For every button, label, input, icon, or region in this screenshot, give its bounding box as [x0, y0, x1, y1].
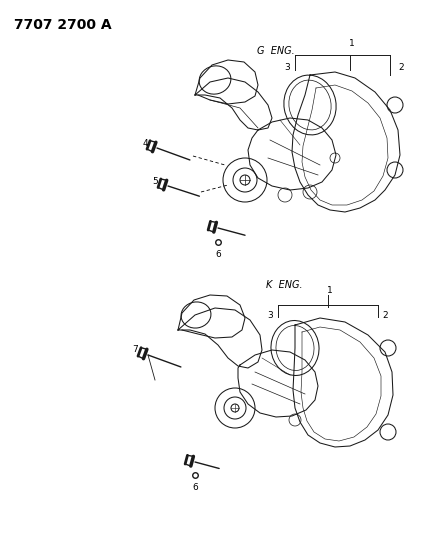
Text: 7707 2700 A: 7707 2700 A [14, 18, 112, 32]
Text: 5: 5 [152, 177, 158, 187]
Text: 4: 4 [142, 139, 148, 148]
Text: 1: 1 [349, 39, 355, 48]
Text: 2: 2 [382, 311, 388, 319]
Text: 1: 1 [327, 286, 333, 295]
Text: K  ENG.: K ENG. [266, 280, 302, 290]
Text: 3: 3 [267, 311, 273, 319]
Text: 7: 7 [132, 345, 138, 354]
Text: G  ENG.: G ENG. [257, 46, 295, 55]
Text: 6: 6 [192, 483, 198, 492]
Text: 3: 3 [284, 63, 290, 72]
Text: 6: 6 [215, 250, 221, 259]
Text: 2: 2 [398, 63, 404, 72]
